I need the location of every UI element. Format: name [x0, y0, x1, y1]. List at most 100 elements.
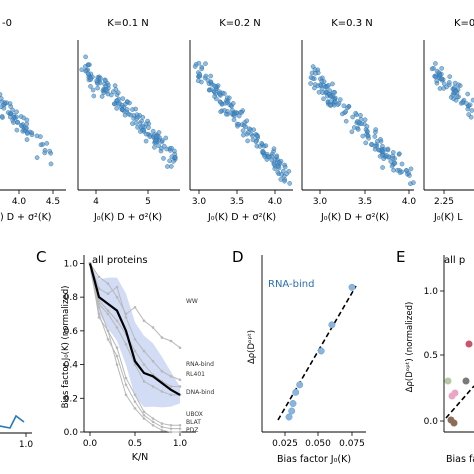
panel-c-protein-point [160, 425, 164, 429]
scatter-point [140, 124, 145, 129]
scatter-point [386, 154, 392, 160]
panel-c-protein-point [160, 370, 164, 373]
scatter-point [343, 118, 349, 124]
panel-c-protein-point [124, 343, 128, 346]
panel-d: D RNA-bind Δρ(Dᵒᵖᵗ) 0.025 0.050 0.075 Bi… [232, 248, 366, 465]
scatter-point [328, 94, 334, 99]
panel-c-label-dna-bind: DNA-bind [186, 389, 215, 396]
scatter-point [346, 104, 352, 109]
scatter-point [172, 148, 177, 154]
panel-c-protein-point [106, 329, 110, 333]
scatter-point [14, 127, 20, 133]
scatter-point [212, 89, 217, 95]
scatter-point [330, 81, 335, 87]
scatter-point [83, 54, 88, 60]
panel-c-protein-point [124, 393, 128, 397]
scatter-point [282, 164, 288, 170]
panel-c-xtick: 0.0 [83, 439, 98, 449]
scatter-point [103, 83, 109, 89]
panel-c-label-blat: BLAT [186, 419, 201, 426]
panel-e: E all p Δρ(Dᵒᵖᵗ) (normalized) 1.0 0.5 0.… [396, 248, 474, 465]
scatter-point [0, 96, 4, 101]
panel-c-protein-point [106, 337, 110, 341]
panel-c-protein-point [178, 378, 182, 382]
scatter-point [411, 180, 416, 185]
top-panel-1-points [79, 54, 178, 169]
scatter-point [119, 107, 125, 112]
scatter-point [355, 127, 361, 132]
scatter-point [470, 97, 474, 103]
panel-c-ylabel: Bias factor J₀(K) (normalized) [61, 286, 71, 409]
scatter-point [88, 84, 93, 89]
panel-e-point [465, 340, 473, 348]
panel-c-protein-point [133, 305, 137, 309]
panel-c-protein-point [142, 380, 146, 383]
panel-c-protein-point [169, 430, 173, 434]
panel-b-xtick: 1.0 [19, 440, 34, 450]
panel-c-yticks: 0.0 0.2 0.4 0.6 0.8 1.0 [64, 259, 84, 438]
scatter-point [276, 159, 282, 165]
panel-c-protein-point [124, 376, 128, 380]
panel-c-xtick: 1.0 [173, 439, 188, 449]
panel-c-protein-point [106, 292, 110, 296]
scatter-point [34, 155, 40, 160]
panel-c-ytick: 0.4 [64, 361, 79, 371]
panel-c-protein-point [178, 346, 182, 350]
panel-c-protein-point [160, 390, 164, 393]
scatter-point [433, 74, 438, 80]
scatter-point [244, 118, 250, 124]
scatter-point [222, 91, 227, 96]
scatter-point [135, 114, 141, 120]
scatter-point [34, 133, 40, 139]
scatter-point [363, 140, 369, 146]
scatter-point [213, 84, 218, 89]
top-panel-1-xtick: 4 [93, 197, 99, 207]
panel-c-xlabel: K/N [132, 452, 149, 463]
panel-c-protein-point [115, 363, 119, 366]
scatter-point [109, 92, 114, 98]
scatter-point [236, 122, 241, 127]
scatter-point [139, 118, 144, 124]
scatter-point [158, 148, 164, 154]
panel-d-ylabel: Δρ(Dᵒᵖᵗ) [247, 330, 257, 364]
scatter-point [372, 143, 378, 149]
scatter-point [397, 151, 402, 156]
panel-c-std-band [90, 263, 180, 408]
scatter-point [112, 83, 118, 88]
scatter-point [441, 86, 447, 91]
scatter-point [353, 110, 359, 116]
scatter-point [130, 107, 135, 112]
scatter-point [159, 139, 165, 145]
scatter-point [343, 109, 349, 114]
panel-c-protein-point [124, 316, 128, 319]
top-panel-0-xtick: 4.0 [12, 197, 27, 207]
panel-e-point [444, 377, 452, 385]
scatter-point [95, 85, 100, 91]
top-panel-0-xtick: 4.5 [46, 197, 60, 207]
scatter-point [124, 107, 130, 112]
panel-c-xtick: 0.5 [128, 439, 142, 449]
scatter-point [90, 87, 96, 93]
scatter-point [275, 169, 281, 175]
panel-c-label-ubox: UBOX [186, 411, 203, 418]
panel-c-protein-lines [88, 262, 182, 434]
panel-c-label-ww: WW [186, 298, 198, 305]
scatter-point [15, 119, 20, 125]
scatter-point [42, 147, 48, 153]
panel-c-letter: C [36, 248, 46, 266]
top-panel-3-xtick: 3.0 [313, 197, 328, 207]
scatter-point [408, 166, 414, 172]
panel-c-protein-point [151, 359, 155, 363]
panel-e-point [451, 389, 459, 397]
top-panel-4-title: K=0.4 [454, 18, 474, 29]
panel-c-protein-point [133, 349, 137, 353]
top-panel-4-xlabel: J₀(K) L [433, 212, 463, 223]
top-panel-2: K=0.2 N 3.0 3.5 4.0 J₀(K) D + σ²(K) [189, 18, 293, 223]
scatter-point [468, 114, 474, 120]
scatter-point [86, 62, 91, 67]
scatter-point [218, 109, 223, 114]
panel-d-letter: D [232, 248, 244, 266]
top-panel-1-title: K=0.1 N [107, 18, 149, 29]
scatter-point [282, 178, 287, 184]
top-panel-1: K=0.1 N 4 5 J₀(K) D + σ²(K) [77, 18, 180, 223]
